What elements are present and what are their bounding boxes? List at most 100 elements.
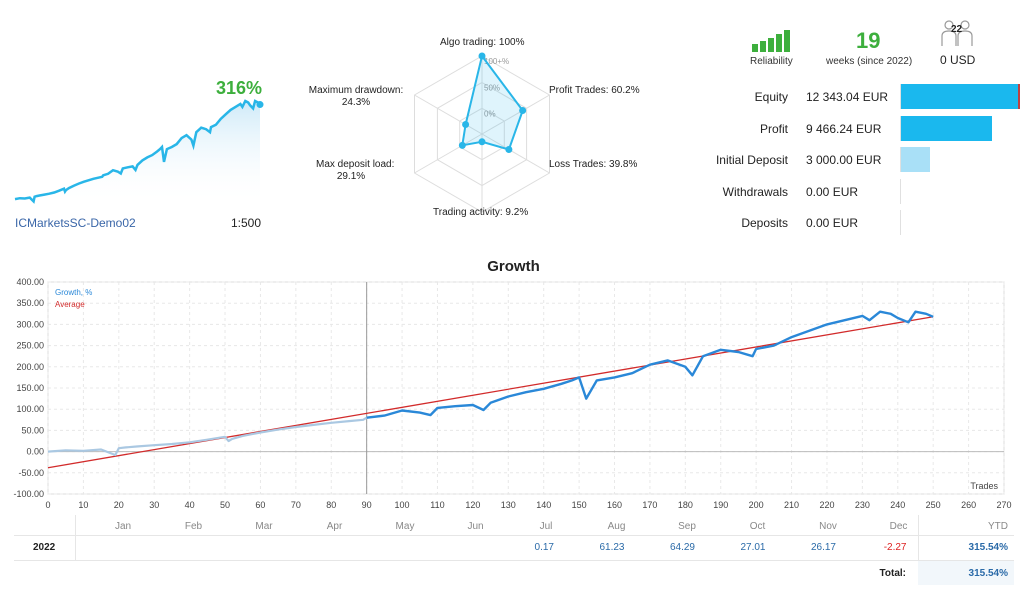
stat-label: Equity bbox=[754, 90, 788, 104]
x-tick-label: 140 bbox=[536, 500, 551, 510]
stat-value: 12 343.04 EUR bbox=[806, 90, 889, 104]
y-tick-label: -100.00 bbox=[13, 489, 44, 499]
stat-bar-axis bbox=[900, 115, 901, 141]
x-tick-label: 50 bbox=[220, 500, 230, 510]
radar-point bbox=[519, 107, 527, 115]
month-header: Jun bbox=[467, 521, 484, 532]
y-tick-label: 200.00 bbox=[16, 362, 44, 372]
stat-bar-axis bbox=[900, 147, 901, 172]
month-header: Nov bbox=[819, 521, 837, 532]
subscription-price: 0 USD bbox=[940, 53, 976, 67]
radar-axis-label: Algo trading: 100% bbox=[440, 37, 525, 48]
total-label: Total: bbox=[879, 568, 906, 579]
y-tick-label: 0.00 bbox=[26, 447, 44, 457]
ytd-value: 315.54% bbox=[968, 542, 1008, 553]
stat-bar-axis bbox=[900, 178, 901, 204]
radar-tick-label: 0% bbox=[484, 109, 496, 118]
stat-bar-axis bbox=[900, 210, 901, 235]
leverage-value: 1:500 bbox=[231, 216, 262, 230]
month-header: Sep bbox=[678, 521, 696, 532]
radar-tick-label: 50% bbox=[484, 84, 500, 93]
month-value: 0.17 bbox=[534, 542, 554, 553]
x-axis-label: Trades bbox=[970, 481, 998, 491]
radar-spoke bbox=[414, 94, 483, 135]
stat-value: 3 000.00 EUR bbox=[806, 153, 882, 167]
weeks-count: 19 bbox=[856, 28, 881, 53]
reliability-label: Reliability bbox=[750, 56, 793, 67]
x-tick-label: 0 bbox=[45, 500, 50, 510]
radar-spoke bbox=[481, 94, 550, 135]
radar-axis-label: Profit Trades: 60.2% bbox=[549, 85, 640, 96]
y-tick-label: 400.00 bbox=[16, 277, 44, 287]
reliability-icon bbox=[752, 30, 790, 52]
month-header: Mar bbox=[255, 521, 273, 532]
month-value: 64.29 bbox=[669, 542, 695, 553]
mini-area bbox=[15, 101, 260, 205]
table-divider bbox=[75, 515, 76, 560]
month-value: -2.27 bbox=[883, 542, 907, 553]
x-tick-label: 220 bbox=[819, 500, 834, 510]
x-tick-label: 270 bbox=[996, 500, 1011, 510]
radar-axis-label: Loss Trades: 39.8% bbox=[549, 159, 638, 170]
weeks-label: weeks (since 2022) bbox=[826, 56, 913, 67]
growth-title: Growth bbox=[487, 258, 540, 275]
x-tick-label: 150 bbox=[572, 500, 587, 510]
y-tick-label: 100.00 bbox=[16, 404, 44, 414]
month-header: Aug bbox=[607, 521, 626, 532]
mini-line bbox=[14, 99, 261, 204]
stat-label: Initial Deposit bbox=[715, 153, 788, 167]
x-tick-label: 180 bbox=[678, 500, 693, 510]
stat-bar bbox=[901, 115, 992, 141]
x-tick-label: 10 bbox=[78, 500, 88, 510]
year-label: 2022 bbox=[33, 542, 56, 553]
x-tick-label: 20 bbox=[114, 500, 124, 510]
legend-entry: Growth, % bbox=[55, 288, 92, 297]
table-divider bbox=[918, 515, 919, 585]
x-tick-label: 30 bbox=[149, 500, 159, 510]
month-header: Oct bbox=[749, 521, 766, 532]
x-tick-label: 100 bbox=[395, 500, 410, 510]
plot-area bbox=[47, 281, 1005, 495]
radar-point bbox=[478, 52, 486, 60]
stat-value: 9 466.24 EUR bbox=[806, 121, 882, 136]
stat-bar bbox=[901, 84, 1019, 109]
month-header: Feb bbox=[184, 521, 203, 532]
radar-tick-label: 100+% bbox=[484, 57, 509, 66]
radar-axis-label: Trading activity: 9.2% bbox=[433, 207, 529, 218]
legend-entry: Average bbox=[55, 300, 85, 309]
y-tick-label: -50.00 bbox=[18, 468, 44, 478]
month-header: Jan bbox=[114, 521, 132, 532]
growth-percent: 316% bbox=[216, 78, 263, 98]
month-header: May bbox=[395, 521, 415, 532]
mini-end-point bbox=[256, 101, 264, 109]
growth-line-history bbox=[47, 416, 368, 457]
x-tick-label: 40 bbox=[185, 500, 195, 510]
stat-label: Deposits bbox=[741, 216, 788, 230]
x-tick-label: 160 bbox=[607, 500, 622, 510]
table-divider bbox=[14, 560, 1014, 561]
x-tick-label: 230 bbox=[855, 500, 870, 510]
x-tick-label: 240 bbox=[890, 500, 905, 510]
x-tick-label: 190 bbox=[713, 500, 728, 510]
x-tick-label: 80 bbox=[326, 500, 336, 510]
growth-line bbox=[366, 310, 934, 419]
x-tick-label: 120 bbox=[465, 500, 480, 510]
stat-value: 0.00 EUR bbox=[806, 184, 859, 199]
radar-axis-label: Maximum drawdown: 24.3% bbox=[308, 85, 404, 108]
y-tick-label: 300.00 bbox=[16, 319, 44, 329]
broker-link[interactable]: ICMarketsSC-Demo02 bbox=[15, 216, 136, 230]
stat-bar-axis bbox=[900, 84, 901, 109]
y-tick-label: 350.00 bbox=[16, 298, 44, 308]
y-tick-label: 250.00 bbox=[16, 341, 44, 351]
radar-chart: 100+% 50% 0% bbox=[414, 52, 550, 213]
radar-point bbox=[462, 121, 470, 129]
equity-bar-end bbox=[1018, 84, 1020, 109]
x-tick-label: 200 bbox=[749, 500, 764, 510]
x-tick-label: 260 bbox=[961, 500, 976, 510]
radar-value-shape bbox=[461, 53, 524, 151]
ytd-header: YTD bbox=[988, 521, 1008, 532]
subscribers-count: 22 bbox=[951, 24, 963, 35]
radar-axis-label: Max deposit load: 29.1% bbox=[316, 159, 395, 182]
total-cell-bg bbox=[918, 561, 1014, 585]
x-tick-label: 110 bbox=[430, 500, 444, 510]
